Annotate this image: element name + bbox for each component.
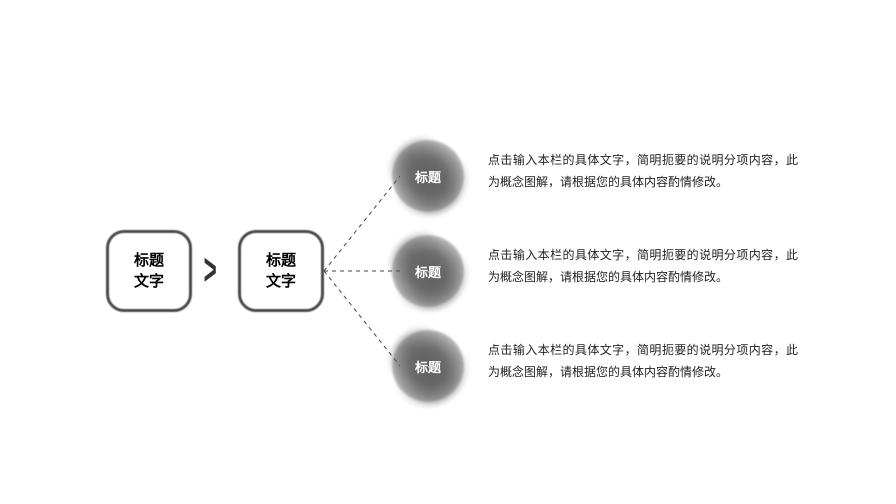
node-label: 标题 [415,167,441,186]
node-label: 标题 [415,357,441,376]
branch-description-2: 点击输入本栏的具体文字，简明扼要的说明分项内容，此为概念图解，请根据您的具体内容… [488,245,798,288]
node-label: 标题 [415,262,441,281]
root-box-1: 标题文字 [106,230,192,312]
box-label: 标题文字 [266,250,296,292]
branch-node-1: 标题 [398,146,458,206]
branch-node-3: 标题 [398,336,458,396]
diagram-stage: 标题文字 > 标题文字 标题 标题 标题 点击输入本栏的具体文字，简明扼要的说明… [0,0,896,504]
root-box-2: 标题文字 [238,230,324,312]
box-label: 标题文字 [134,250,164,292]
branch-description-3: 点击输入本栏的具体文字，简明扼要的说明分项内容，此为概念图解，请根据您的具体内容… [488,340,798,383]
chevron-icon: > [204,244,217,295]
branch-node-2: 标题 [398,241,458,301]
branch-description-1: 点击输入本栏的具体文字，简明扼要的说明分项内容，此为概念图解，请根据您的具体内容… [488,150,798,193]
